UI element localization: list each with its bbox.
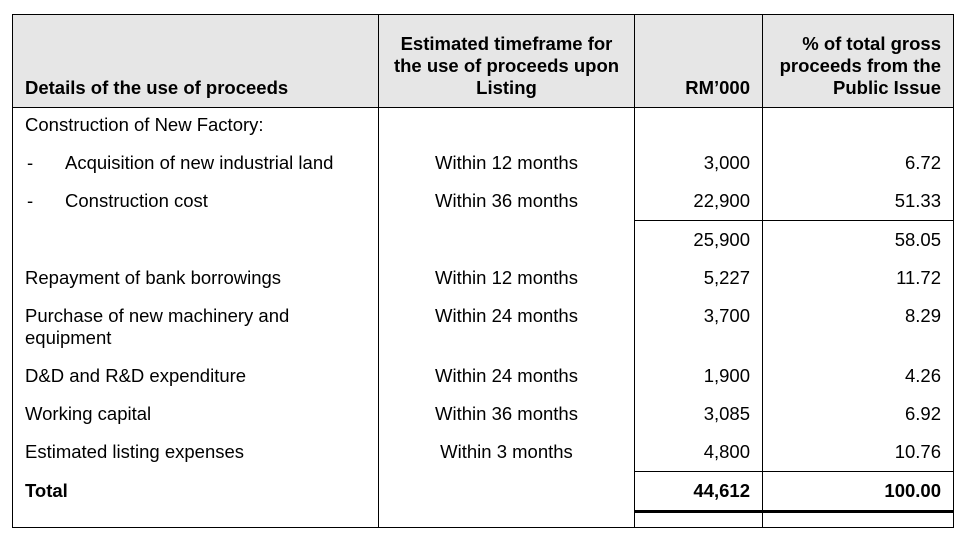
empty-cell [12,511,379,528]
header-details: Details of the use of proceeds [12,14,379,108]
row-rm: 3,000 [634,144,763,182]
row-details-text: Acquisition of new industrial land [65,152,334,173]
empty-cell [634,107,763,144]
row-details: Repayment of bank borrowings [12,259,379,297]
row-details: - Construction cost [12,182,379,221]
row-timeframe: Within 36 months [378,182,635,221]
row-rm: 3,700 [634,297,763,357]
row-rm: 1,900 [634,357,763,395]
row-percent: 8.29 [762,297,954,357]
table-row: - Acquisition of new industrial land With… [12,144,954,182]
use-of-proceeds-wrapper: Details of the use of proceeds Estimated… [12,14,954,528]
row-rm: 4,800 [634,433,763,472]
row-timeframe: Within 36 months [378,395,635,433]
total-row: Total 44,612 100.00 [12,471,954,512]
row-timeframe: Within 12 months [378,259,635,297]
empty-cell [12,220,379,259]
row-timeframe: Within 12 months [378,144,635,182]
section-title: Construction of New Factory: [12,107,379,144]
header-rm: RM’000 [634,14,763,108]
row-details: - Acquisition of new industrial land [12,144,379,182]
table-row: - Construction cost Within 36 months 22,9… [12,182,954,221]
closing-row [12,510,954,528]
use-of-proceeds-table: Details of the use of proceeds Estimated… [12,14,954,528]
table-row: D&D and R&D expenditure Within 24 months… [12,357,954,395]
header-row: Details of the use of proceeds Estimated… [12,14,954,108]
total-percent: 100.00 [762,471,954,512]
total-rm: 44,612 [634,471,763,512]
row-percent: 51.33 [762,182,954,221]
row-percent: 11.72 [762,259,954,297]
subtotal-percent: 58.05 [762,220,954,259]
row-rm: 5,227 [634,259,763,297]
row-percent: 6.72 [762,144,954,182]
row-percent: 10.76 [762,433,954,472]
table-header: Details of the use of proceeds Estimated… [12,14,954,108]
total-label: Total [12,471,379,512]
row-timeframe: Within 3 months [378,433,635,472]
row-rm: 22,900 [634,182,763,221]
row-timeframe: Within 24 months [378,357,635,395]
row-rm: 3,085 [634,395,763,433]
table-row: Working capital Within 36 months 3,085 6… [12,395,954,433]
row-details: D&D and R&D expenditure [12,357,379,395]
table-row: Estimated listing expenses Within 3 mont… [12,433,954,472]
empty-cell [378,220,635,259]
empty-cell [634,510,763,528]
row-details: Purchase of new machinery and equipment [12,297,379,357]
empty-cell [378,511,635,528]
subtotal-rm: 25,900 [634,220,763,259]
subtotal-row: 25,900 58.05 [12,220,954,259]
section-title-row: Construction of New Factory: [12,107,954,144]
empty-cell [378,107,635,144]
empty-cell [378,471,635,512]
row-details: Working capital [12,395,379,433]
header-timeframe: Estimated timeframe for the use of proce… [378,14,635,108]
row-percent: 4.26 [762,357,954,395]
empty-cell [762,510,954,528]
row-percent: 6.92 [762,395,954,433]
table-body: Construction of New Factory: - Acquisitio… [12,107,954,528]
bullet-dash: - [27,190,34,211]
bullet-dash: - [27,152,34,173]
header-percent: % of total gross proceeds from the Publi… [762,14,954,108]
row-details: Estimated listing expenses [12,433,379,472]
table-row: Purchase of new machinery and equipment … [12,297,954,357]
table-row: Repayment of bank borrowings Within 12 m… [12,259,954,297]
row-timeframe: Within 24 months [378,297,635,357]
empty-cell [762,107,954,144]
row-details-text: Construction cost [65,190,208,211]
